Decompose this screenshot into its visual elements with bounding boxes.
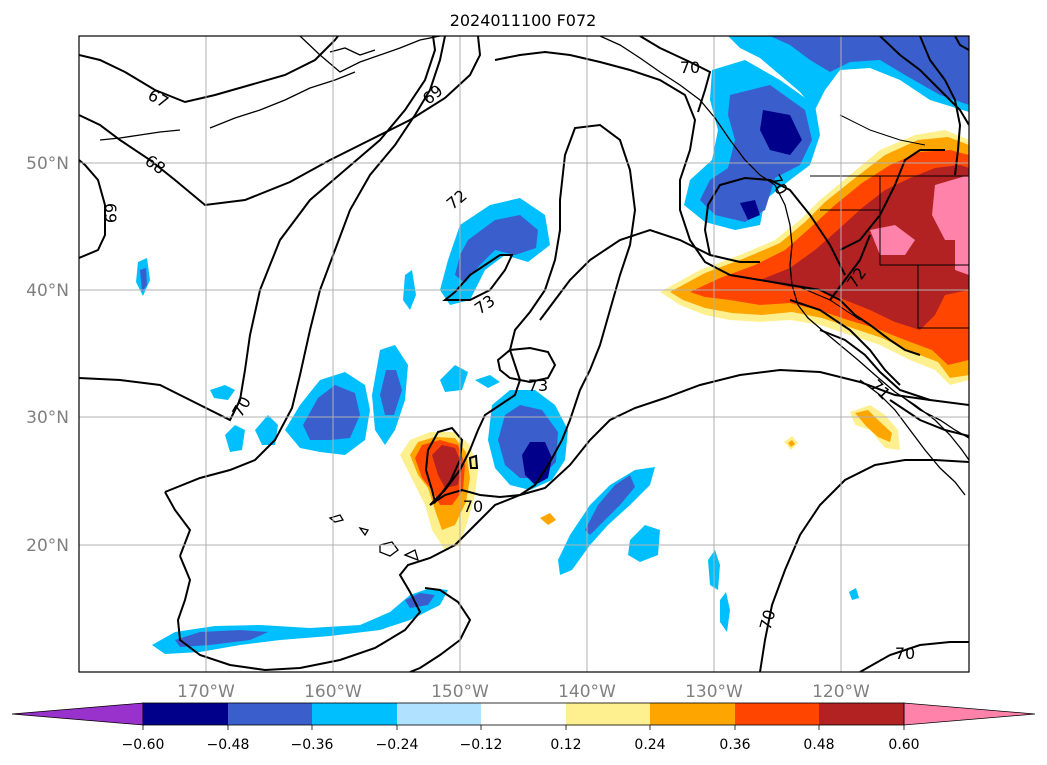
lon-label: 160°W: [304, 682, 362, 702]
colorbar-swatch: [735, 703, 819, 725]
map-title: 2024011100 F072: [450, 11, 597, 30]
graticule: [79, 36, 969, 672]
colorbar-swatch: [312, 703, 397, 725]
colorbar-swatch: [819, 703, 904, 725]
longitude-labels: 170°W 160°W 150°W 140°W 130°W 120°W: [177, 682, 870, 702]
contour-label: 73: [528, 376, 548, 395]
colorbar-tick-label: −0.36: [291, 737, 334, 753]
map-area: [79, 36, 969, 672]
colorbar-tick-label: −0.24: [376, 737, 419, 753]
colorbar-swatch: [397, 703, 481, 725]
colorbar-swatch: [650, 703, 735, 725]
latitude-labels: 50°N 40°N 30°N 20°N: [26, 154, 69, 556]
contour-label: 70: [680, 58, 700, 77]
colorbar-swatch: [143, 703, 228, 725]
colorbar-tick-label: −0.48: [207, 737, 250, 753]
colorbar-tick-label: 0.24: [634, 737, 665, 753]
lon-label: 120°W: [812, 682, 870, 702]
colorbar-extend-min: [11, 702, 144, 726]
colorbar-tick-label: −0.12: [460, 737, 503, 753]
contour-label: 70: [756, 608, 780, 633]
map-border: [78, 35, 970, 673]
colorbar-extend-max: [903, 702, 1036, 726]
colorbar-swatch: [566, 703, 650, 725]
lon-label: 170°W: [177, 682, 235, 702]
colorbar-swatch: [228, 703, 312, 725]
lat-label: 30°N: [26, 408, 69, 428]
contour-label: 69: [101, 203, 120, 223]
colorbar-tick-label: 0.60: [888, 737, 919, 753]
lat-label: 20°N: [26, 536, 69, 556]
colorbar-tick-label: 0.36: [719, 737, 750, 753]
lon-label: 150°W: [431, 682, 489, 702]
lat-label: 50°N: [26, 154, 69, 174]
contour-label: 70: [895, 644, 915, 663]
lat-label: 40°N: [26, 281, 69, 301]
lon-label: 130°W: [685, 682, 743, 702]
colorbar: −0.60 −0.48 −0.36 −0.24 −0.12 0.12 0.24 …: [11, 702, 1036, 753]
colorbar-tick-label: −0.60: [122, 737, 165, 753]
contour-label: 70: [463, 497, 483, 516]
colorbar-swatch: [481, 703, 566, 725]
colorbar-tick-label: 0.12: [550, 737, 581, 753]
colorbar-tick-label: 0.48: [803, 737, 834, 753]
lon-label: 140°W: [558, 682, 616, 702]
